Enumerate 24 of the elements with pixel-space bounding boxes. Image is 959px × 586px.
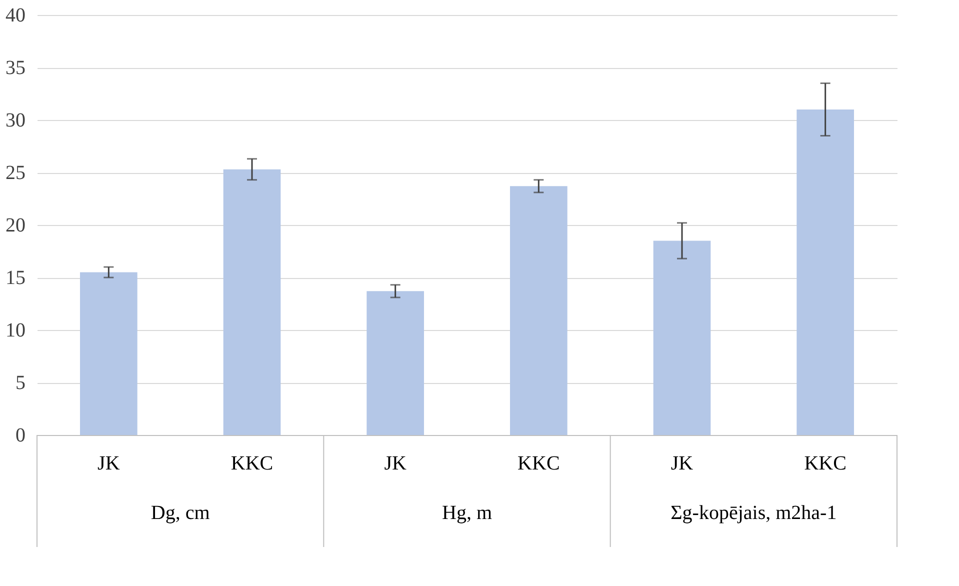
- text: Σg-kopējais, m2ha-1: [670, 502, 837, 524]
- y-tick-label: 25: [6, 162, 26, 184]
- text: Dg, cm: [150, 502, 210, 524]
- bar: [366, 291, 424, 435]
- y-tick-label: 15: [6, 267, 26, 289]
- x-tick-label: KKC: [230, 452, 274, 474]
- y-tick-label: 35: [6, 57, 26, 79]
- text: Hg, m: [442, 502, 492, 524]
- y-tick-label: 10: [6, 320, 26, 342]
- x-tick-label: JK: [98, 452, 120, 474]
- bar: [796, 110, 854, 435]
- bar: [653, 240, 711, 435]
- bar: [223, 169, 281, 435]
- y-tick-label: 20: [6, 214, 26, 236]
- y-tick-label: 0: [16, 424, 26, 446]
- bar: [510, 186, 568, 435]
- x-tick-label: JK: [384, 452, 407, 474]
- y-tick-label: 30: [6, 110, 26, 132]
- x-tick-label: KKC: [804, 452, 846, 474]
- y-tick-label: 40: [6, 4, 26, 26]
- bar: [80, 272, 138, 435]
- x-tick-label: JK: [670, 452, 694, 474]
- x-tick-label: KKC: [518, 452, 560, 474]
- y-tick-label: 5: [16, 372, 26, 394]
